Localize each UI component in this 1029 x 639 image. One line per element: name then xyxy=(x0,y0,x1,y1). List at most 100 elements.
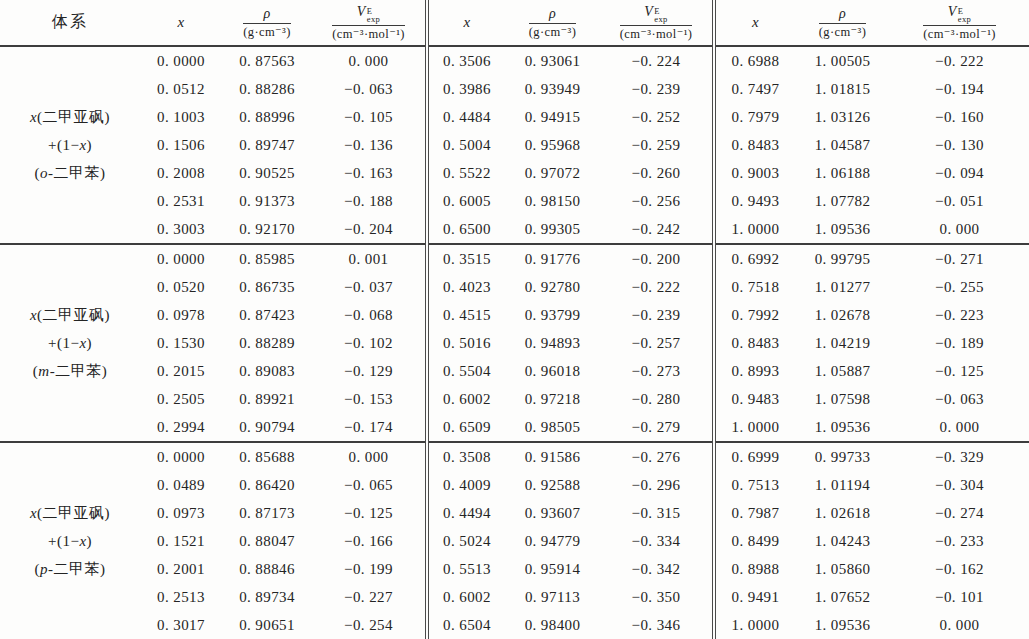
v-exp-value: −0. 254 xyxy=(312,611,427,639)
system-label-line: (o-二甲苯) xyxy=(0,159,140,187)
column-header-rho: ρ (g·cm⁻³) xyxy=(795,0,890,46)
x-value: 0. 4023 xyxy=(427,273,505,301)
x-value: 0. 5522 xyxy=(427,159,505,187)
rho-value: 1. 01194 xyxy=(795,471,890,499)
x-value: 0. 0000 xyxy=(140,442,222,471)
table-row: 0. 15060. 89747−0. 1360. 50040. 95968−0.… xyxy=(0,131,1029,159)
x-value: 0. 4484 xyxy=(427,103,505,131)
x-value: 0. 6504 xyxy=(427,611,505,639)
x-value: 0. 5513 xyxy=(427,555,505,583)
rho-value: 0. 93799 xyxy=(505,301,600,329)
table-row: 0. 25130. 89734−0. 2270. 60020. 97113−0.… xyxy=(0,583,1029,611)
rho-value: 1. 01815 xyxy=(795,75,890,103)
rho-fraction: ρ (g·cm⁻³) xyxy=(529,6,577,39)
v-exp-value: −0. 194 xyxy=(890,75,1029,103)
table-body: x(二甲亚砜)+(1−x)(o-二甲苯)0. 00000. 875630. 00… xyxy=(0,46,1029,639)
rho-value: 0. 89921 xyxy=(222,385,312,413)
rho-value: 0. 98150 xyxy=(505,187,600,215)
x-value: 0. 6992 xyxy=(714,244,795,273)
v-exp-value: −0. 153 xyxy=(312,385,427,413)
x-value: 0. 2015 xyxy=(140,357,222,385)
rho-value: 1. 04243 xyxy=(795,527,890,555)
rho-value: 0. 93061 xyxy=(505,46,600,75)
x-symbol: x xyxy=(177,14,184,30)
table-row: x(二甲亚砜)+(1−x)(o-二甲苯)0. 00000. 875630. 00… xyxy=(0,46,1029,75)
column-header-rho: ρ (g·cm⁻³) xyxy=(505,0,600,46)
rho-value: 1. 07598 xyxy=(795,385,890,413)
rho-unit: (g·cm⁻³) xyxy=(819,23,867,39)
x-value: 0. 8483 xyxy=(714,329,795,357)
v-exp-value: −0. 162 xyxy=(890,555,1029,583)
v-exp-unit: (cm⁻³·mol⁻¹) xyxy=(923,25,996,41)
rho-value: 0. 88047 xyxy=(222,527,312,555)
table-row: 0. 15300. 88289−0. 1020. 50160. 94893−0.… xyxy=(0,329,1029,357)
rho-value: 0. 92588 xyxy=(505,471,600,499)
table-row: 0. 20080. 90525−0. 1630. 55220. 97072−0.… xyxy=(0,159,1029,187)
system-label-line: +(1−x) xyxy=(0,131,140,159)
x-value: 0. 6005 xyxy=(427,187,505,215)
rho-value: 0. 88286 xyxy=(222,75,312,103)
rho-value: 0. 88289 xyxy=(222,329,312,357)
v-exp-fraction: VEexp (cm⁻³·mol⁻¹) xyxy=(332,4,405,41)
rho-fraction: ρ (g·cm⁻³) xyxy=(819,6,867,39)
rho-value: 1. 01277 xyxy=(795,273,890,301)
rho-value: 1. 06188 xyxy=(795,159,890,187)
column-header-rho: ρ (g·cm⁻³) xyxy=(222,0,312,46)
table-row: 0. 05120. 88286−0. 0630. 39860. 93949−0.… xyxy=(0,75,1029,103)
v-exp-value: −0. 222 xyxy=(600,273,714,301)
v-exp-value: −0. 166 xyxy=(312,527,427,555)
x-value: 0. 3515 xyxy=(427,244,505,273)
system-label-line: +(1−x) xyxy=(0,527,140,555)
x-symbol: x xyxy=(752,14,759,30)
x-value: 0. 9483 xyxy=(714,385,795,413)
v-exp-value: −0. 256 xyxy=(600,187,714,215)
x-value: 0. 4009 xyxy=(427,471,505,499)
rho-value: 0. 99305 xyxy=(505,215,600,244)
v-exp-value: −0. 233 xyxy=(890,527,1029,555)
v-exp-value: −0. 296 xyxy=(600,471,714,499)
x-value: 0. 5004 xyxy=(427,131,505,159)
x-value: 0. 6999 xyxy=(714,442,795,471)
v-exp-value: −0. 102 xyxy=(312,329,427,357)
v-exp-value: −0. 252 xyxy=(600,103,714,131)
x-value: 0. 0973 xyxy=(140,499,222,527)
rho-value: 1. 07652 xyxy=(795,583,890,611)
v-exp-value: −0. 200 xyxy=(600,244,714,273)
table-row: x(二甲亚砜)+(1−x)(m-二甲苯)0. 00000. 859850. 00… xyxy=(0,244,1029,273)
x-symbol: x xyxy=(463,14,470,30)
x-value: 0. 0000 xyxy=(140,244,222,273)
rho-value: 0. 86420 xyxy=(222,471,312,499)
table-row: 0. 30030. 92170−0. 2040. 65000. 99305−0.… xyxy=(0,215,1029,244)
x-value: 0. 7497 xyxy=(714,75,795,103)
rho-value: 0. 89747 xyxy=(222,131,312,159)
rho-value: 0. 88996 xyxy=(222,103,312,131)
system-label-line: +(1−x) xyxy=(0,329,140,357)
v-exp-value: −0. 051 xyxy=(890,187,1029,215)
x-value: 0. 3003 xyxy=(140,215,222,244)
x-value: 0. 4515 xyxy=(427,301,505,329)
v-subscript: exp xyxy=(654,15,667,24)
x-value: 0. 2513 xyxy=(140,583,222,611)
rho-value: 0. 89734 xyxy=(222,583,312,611)
rho-value: 0. 94779 xyxy=(505,527,600,555)
table-row: 0. 25050. 89921−0. 1530. 60020. 97218−0.… xyxy=(0,385,1029,413)
table-row: 0. 10030. 88996−0. 1050. 44840. 94915−0.… xyxy=(0,103,1029,131)
rho-value: 0. 87423 xyxy=(222,301,312,329)
column-header-x: x xyxy=(427,0,505,46)
x-value: 0. 1003 xyxy=(140,103,222,131)
system-label-line: (m-二甲苯) xyxy=(0,357,140,385)
v-exp-value: −0. 255 xyxy=(890,273,1029,301)
x-value: 0. 2531 xyxy=(140,187,222,215)
rho-value: 0. 92780 xyxy=(505,273,600,301)
v-exp-value: −0. 257 xyxy=(600,329,714,357)
v-exp-unit: (cm⁻³·mol⁻¹) xyxy=(620,25,693,41)
table-row: 0. 20150. 89083−0. 1290. 55040. 96018−0.… xyxy=(0,357,1029,385)
rho-value: 1. 00505 xyxy=(795,46,890,75)
v-symbol: V xyxy=(357,4,366,19)
v-exp-value: −0. 224 xyxy=(600,46,714,75)
x-value: 0. 2505 xyxy=(140,385,222,413)
v-exp-value: −0. 129 xyxy=(312,357,427,385)
v-exp-value: −0. 280 xyxy=(600,385,714,413)
table-row: 0. 09730. 87173−0. 1250. 44940. 93607−0.… xyxy=(0,499,1029,527)
rho-value: 0. 97072 xyxy=(505,159,600,187)
